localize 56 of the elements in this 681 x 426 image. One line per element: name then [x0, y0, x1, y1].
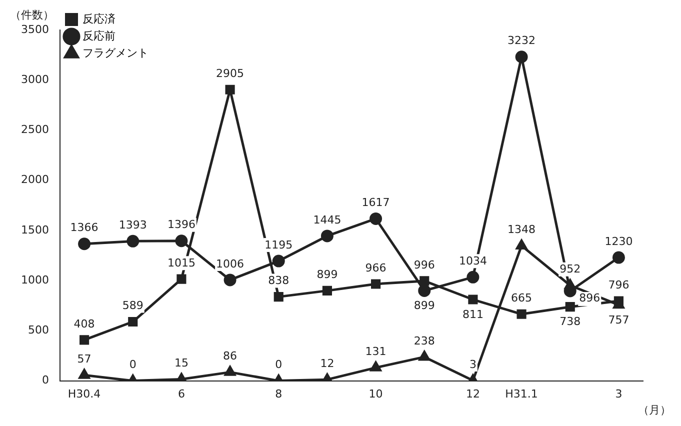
data-label: 899 [316, 268, 338, 282]
y-axis-title: （件数） [10, 8, 54, 22]
data-label: 1617 [362, 196, 390, 210]
data-label: 899 [414, 299, 435, 312]
x-tick-label: 3 [615, 387, 622, 400]
data-label: 896 [579, 291, 600, 304]
y-tick-label: 0 [42, 374, 49, 387]
data-label: 3 [469, 358, 476, 371]
data-label: 0 [275, 358, 282, 372]
data-label: 3232 [508, 34, 536, 48]
y-tick-label: 2500 [20, 123, 49, 136]
x-tick-label: 10 [368, 387, 383, 400]
data-label: 811 [462, 308, 484, 321]
x-axis-title: （月） [638, 403, 671, 416]
data-label: 738 [560, 315, 581, 328]
data-label: 665 [511, 292, 532, 305]
data-label: 0 [129, 358, 136, 372]
y-tick-label: 500 [28, 324, 49, 337]
legend-label: 反応済 [82, 12, 116, 26]
data-label: 838 [268, 274, 290, 288]
data-label: 952 [560, 262, 581, 276]
data-label: 57 [77, 352, 92, 366]
data-label: 1396 [167, 218, 196, 232]
x-tick-label: 8 [275, 387, 282, 400]
data-label: 757 [608, 313, 630, 326]
x-tick-label: 6 [178, 387, 185, 400]
y-tick-label: 1000 [20, 273, 49, 286]
data-label: 1006 [216, 257, 244, 270]
data-label: 1034 [458, 254, 487, 268]
y-tick-label: 3000 [20, 72, 49, 86]
data-label: 589 [122, 299, 144, 312]
data-label: 1015 [167, 256, 196, 270]
data-label: 408 [74, 317, 95, 330]
x-tick-label: 12 [466, 387, 480, 400]
data-label: 238 [414, 334, 435, 348]
data-label: 2905 [216, 66, 244, 80]
data-label: 131 [365, 345, 386, 358]
data-label: 1366 [70, 221, 98, 234]
y-tick-label: 2000 [20, 173, 49, 186]
data-label: 1445 [313, 213, 342, 226]
data-label: 86 [223, 350, 238, 363]
data-label: 1348 [508, 223, 536, 236]
data-label: 796 [608, 278, 630, 292]
y-tick-label: 3500 [20, 22, 49, 36]
legend-label: 反応前 [82, 29, 116, 42]
legend-label: フラグメント [82, 46, 148, 60]
data-label: 996 [414, 258, 435, 272]
data-label: 12 [320, 356, 334, 370]
x-tick-label: H31.1 [505, 387, 538, 400]
data-label: 1393 [118, 218, 147, 232]
x-tick-label: H30.4 [68, 387, 101, 400]
y-tick-label: 1500 [20, 223, 49, 236]
data-label: 1195 [264, 238, 293, 252]
data-label: 1230 [604, 234, 633, 248]
data-label: 15 [174, 356, 188, 370]
data-label: 966 [365, 261, 386, 274]
